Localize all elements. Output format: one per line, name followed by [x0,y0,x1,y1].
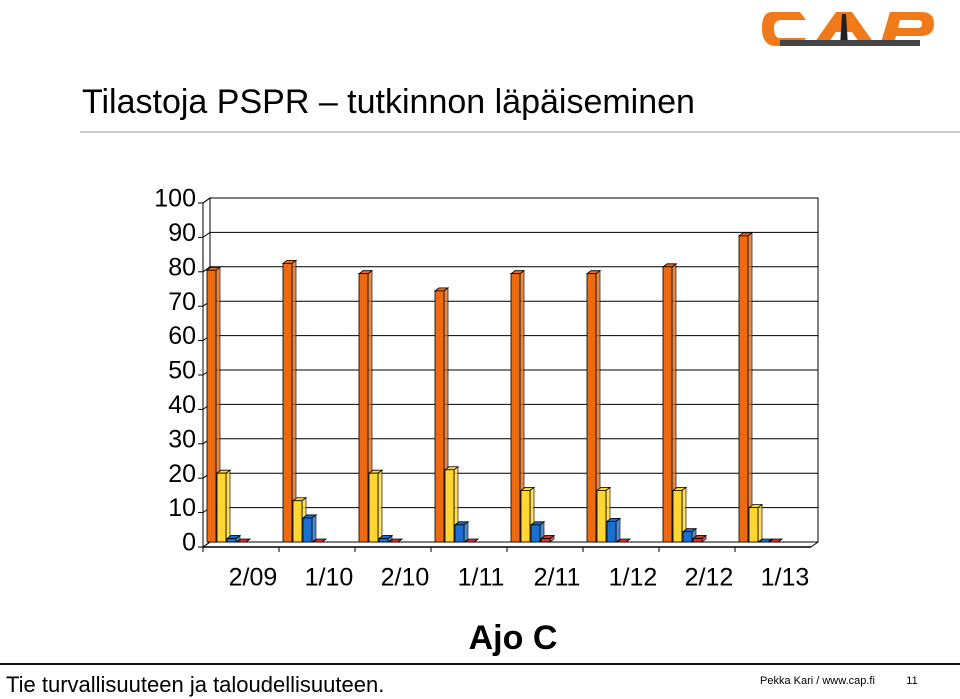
bar [692,538,703,543]
bar [606,520,617,543]
bar [520,489,531,543]
bar [738,235,749,543]
bar-top [463,538,480,543]
footer-author: Pekka Kari / www.cap.fi [760,675,875,687]
x-axis-label: Ajo C [469,619,558,657]
y-tick-label: 100 [154,185,196,213]
y-tick-label: 30 [168,425,196,453]
bar-side [225,469,231,543]
bar [358,273,369,543]
grid-line-depth [202,541,211,548]
bar [454,524,465,543]
bar [302,517,313,543]
footer-text: Tie turvallisuuteen ja taloudellisuuteen… [6,672,384,697]
y-tick-label: 90 [168,219,196,247]
y-tick-label: 0 [182,529,196,557]
x-tick-label: 2/09 [229,564,278,592]
bar-side [377,469,383,543]
bar-top [235,538,252,543]
bar [662,266,673,543]
x-tick-label: 2/11 [534,564,581,592]
bar-side [747,232,753,543]
bar [672,489,683,543]
y-tick-label: 60 [168,322,196,350]
grid-line-depth [202,266,211,273]
grid-line-depth [202,231,211,238]
y-tick-label: 20 [168,460,196,488]
bar-top [615,538,632,543]
bar [510,273,521,543]
x-axis-depth [810,541,819,548]
bar [586,273,597,543]
grid-line-depth [202,197,211,204]
bar [216,472,227,543]
plot: 0 10 20 30 40 50 60 70 80 90 100 2/09 1/10 2/10 1/11 2/… [154,185,819,592]
bar-top [387,538,404,543]
y-tick-label: 80 [168,253,196,281]
x-tick-label: 1/10 [305,564,354,592]
bar-side [311,514,317,543]
y-tick-label: 40 [168,391,196,419]
bar [292,500,303,543]
bar-top [767,538,784,543]
x-tick-label: 2/12 [685,564,734,592]
y-tick-label: 10 [168,494,196,522]
bar-top [757,538,774,543]
bar [682,531,693,543]
bar [596,489,607,543]
bar [540,538,551,543]
x-tick-label: 2/10 [381,564,430,592]
bar [226,538,237,543]
logo [762,12,934,46]
bar-side [615,517,621,543]
bar [282,262,293,543]
bar [368,472,379,543]
bar-top [311,538,328,543]
y-tick-label: 70 [168,288,196,316]
bar [530,524,541,543]
bar [444,469,455,543]
page-number: 11 [906,675,917,687]
bar [434,290,445,543]
slide-title: Tilastoja PSPR – tutkinnon läpäiseminen [82,83,695,121]
bar [206,269,217,543]
bar [378,538,389,543]
bar-side [757,503,763,543]
y-tick-label: 50 [168,357,196,385]
x-tick-label: 1/12 [609,564,658,592]
x-tick-label: 1/11 [458,564,505,592]
x-tick-label: 1/13 [761,564,810,592]
bar [748,507,759,543]
